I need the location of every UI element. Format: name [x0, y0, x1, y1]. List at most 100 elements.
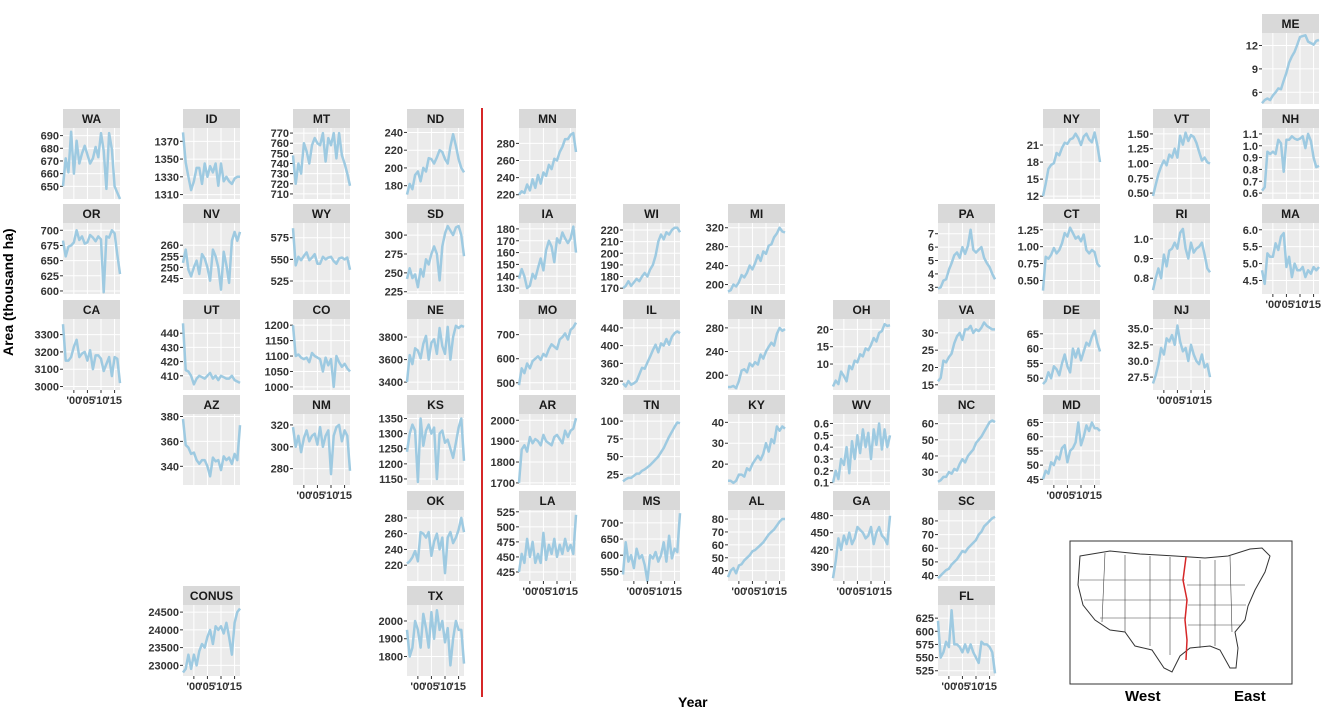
y-tick-label: 1.50 [1128, 129, 1149, 141]
y-tick-label: 0.9 [1134, 254, 1149, 266]
panel-title: ND [427, 112, 445, 126]
y-tick-label: 425 [497, 567, 515, 579]
y-tick-label: 6.0 [1243, 225, 1258, 237]
panel-mi: MI 200 240 280 320 [706, 204, 786, 294]
y-tick-label: 625 [41, 271, 59, 283]
map-label-east: East [1234, 688, 1266, 705]
panel-strip [1043, 395, 1100, 414]
series-line-la [517, 514, 578, 573]
y-tick-label: 280 [271, 464, 289, 476]
y-tick-label: 280 [706, 323, 724, 335]
y-tick-label: 240 [706, 261, 724, 273]
panel-title: VA [959, 303, 975, 317]
panel-title: NH [1282, 112, 1299, 126]
y-tick-label: 255 [161, 251, 179, 263]
panel-strip [1262, 14, 1319, 33]
y-tick-label: 3300 [35, 330, 59, 342]
series-line-nd [405, 132, 466, 195]
panel-il: IL 320 360 400 440 [601, 300, 681, 390]
panel-plot-area [407, 510, 464, 581]
y-tick-label: 1150 [379, 474, 403, 486]
y-tick-label: 55 [1027, 446, 1039, 458]
series-line-pa [937, 228, 997, 290]
y-tick-label: 160 [497, 248, 515, 260]
y-tick-label: 500 [497, 378, 515, 390]
y-tick-label: 70 [712, 527, 724, 539]
y-tick-label: 75 [607, 434, 619, 446]
y-tick-label: 260 [385, 529, 403, 541]
series-line-ia [517, 225, 578, 290]
panel-strip [938, 586, 995, 605]
x-tick-label: '00 [1046, 490, 1061, 502]
panel-title: IN [751, 303, 763, 317]
y-tick-label: 1800 [379, 651, 403, 663]
x-tick-label: '10 [759, 586, 774, 598]
panel-strip [623, 300, 680, 319]
panel-strip [519, 300, 576, 319]
us-map-inset [1069, 540, 1293, 685]
y-tick-label: 3000 [35, 382, 59, 394]
panel-strip [833, 395, 890, 414]
y-tick-label: 1200 [379, 459, 403, 471]
panel-mn: MN 220 240 260 280 [497, 109, 578, 202]
x-tick-label: '05 [1060, 490, 1075, 502]
x-tick-label: '10 [550, 586, 565, 598]
y-tick-label: 250 [161, 262, 179, 274]
y-tick-label: 10 [817, 359, 829, 371]
map-label-west: West [1125, 688, 1161, 705]
y-tick-label: 275 [385, 249, 403, 261]
panel-wv: WV 0.10.20.30.40.50.6 [814, 395, 892, 490]
y-tick-label: 280 [706, 242, 724, 254]
y-tick-label: 650 [41, 181, 59, 193]
y-tick-label: 420 [811, 545, 829, 557]
x-tick-label: '05 [955, 681, 970, 693]
y-tick-label: 575 [916, 639, 934, 651]
panel-strip [293, 109, 350, 128]
series-line-vt [1151, 131, 1211, 197]
panel-title: SD [427, 207, 444, 221]
y-tick-label: 1310 [155, 190, 179, 202]
y-tick-label: 3200 [35, 347, 59, 359]
panel-ky: KY 20 30 40 [712, 395, 786, 485]
panel-nm: NM 280 300 320 '00'05'10'15 [271, 395, 352, 502]
panel-title: FL [959, 589, 974, 603]
y-tick-label: 770 [271, 128, 289, 140]
y-tick-label: 1370 [155, 136, 179, 148]
panel-title: CONUS [190, 589, 233, 603]
y-tick-label: 25 [922, 345, 934, 357]
y-tick-label: 3100 [35, 364, 59, 376]
series-line-ky [728, 425, 786, 485]
y-tick-label: 60 [1027, 432, 1039, 444]
y-tick-label: 50 [607, 452, 619, 464]
y-tick-label: 180 [497, 224, 515, 236]
x-tick-label: '00 [941, 681, 956, 693]
y-tick-label: 760 [271, 138, 289, 150]
panel-ct: CT 0.50 0.75 1.00 1.25 [1018, 204, 1101, 294]
y-tick-label: 250 [385, 268, 403, 280]
y-tick-label: 50 [922, 557, 934, 569]
y-tick-label: 0.75 [1018, 259, 1039, 271]
series-line-fl [936, 609, 997, 674]
panel-title: OH [853, 303, 871, 317]
panel-title: MO [538, 303, 557, 317]
y-tick-label: 3800 [379, 332, 403, 344]
y-tick-label: 5.0 [1243, 259, 1258, 271]
x-tick-label: '10 [438, 681, 453, 693]
y-tick-label: 440 [601, 323, 619, 335]
x-tick-label: '00 [1265, 299, 1280, 311]
y-tick-label: 240 [706, 347, 724, 359]
y-tick-label: 1000 [265, 382, 289, 394]
y-tick-label: 0.6 [1243, 188, 1258, 200]
y-tick-label: 0.7 [1243, 176, 1258, 188]
y-tick-label: 220 [385, 560, 403, 572]
panel-strip [519, 204, 576, 223]
x-tick-label: '10 [214, 681, 229, 693]
y-tick-label: 140 [497, 271, 515, 283]
y-tick-label: 0.8 [1243, 164, 1258, 176]
panel-strip [407, 109, 464, 128]
y-tick-label: 15 [1027, 174, 1039, 186]
y-tick-label: 200 [601, 248, 619, 260]
panel-title: NV [203, 207, 220, 221]
